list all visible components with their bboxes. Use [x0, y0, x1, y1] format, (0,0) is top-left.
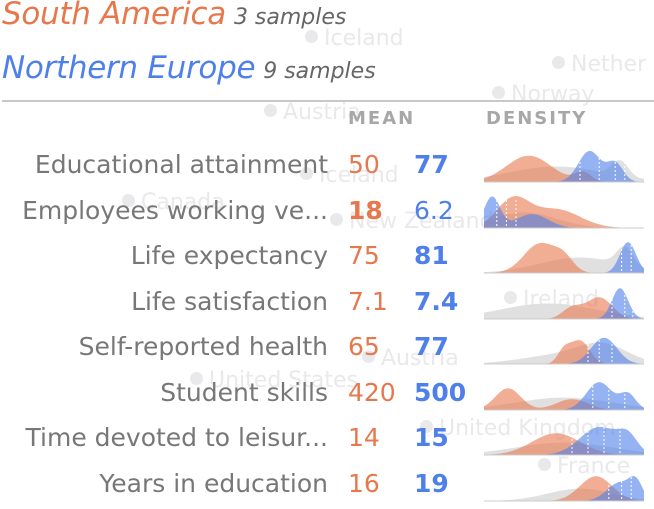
- map-label-netherlands: Nether: [552, 52, 646, 77]
- table-row[interactable]: Years in education 16 19: [0, 467, 654, 509]
- south-america-density: [484, 296, 644, 319]
- map-label-austria-2: Austria: [362, 346, 459, 371]
- metric-label: Life expectancy: [130, 241, 328, 270]
- legend-count: 3 samples: [233, 5, 347, 30]
- metric-label: Educational attainment: [34, 150, 328, 179]
- legend-count: 9 samples: [263, 59, 376, 84]
- south-america-mean: 14: [348, 423, 380, 452]
- south-america-density: [484, 340, 644, 364]
- map-label-iceland: Iceland: [305, 26, 404, 51]
- northern-europe-mean: 77: [414, 150, 449, 179]
- metric-label: Employees working ve...: [22, 195, 328, 225]
- density-sparkline: [484, 287, 644, 319]
- table-row[interactable]: Self-reported health 65 77: [0, 330, 654, 372]
- northern-europe-density: [484, 475, 644, 501]
- table-row[interactable]: Employees working ve... 18 6.2: [0, 194, 654, 236]
- northern-europe-mean: 81: [414, 241, 449, 270]
- table-row[interactable]: Life satisfaction 7.1 7.4: [0, 285, 654, 327]
- south-america-density: [484, 242, 644, 273]
- south-america-mean: 420: [348, 377, 396, 407]
- legend-northern-europe[interactable]: Northern Europe 9 samples: [2, 50, 376, 86]
- legend-name: Northern Europe: [2, 50, 256, 86]
- metric-label: Time devoted to leisur...: [25, 423, 328, 452]
- northern-europe-density: [484, 242, 644, 273]
- metric-label: Student skills: [160, 377, 328, 407]
- map-label-new-zealand: New Zealand: [330, 209, 494, 234]
- northern-europe-density: [484, 381, 644, 410]
- density-sparkline: [484, 426, 644, 456]
- table-row[interactable]: Educational attainment 50 77: [0, 148, 654, 190]
- map-label-iceland-2: Iceland: [300, 163, 399, 188]
- northern-europe-density: [484, 150, 644, 182]
- south-america-mean: 75: [348, 241, 380, 270]
- table-row[interactable]: Life expectancy 75 81: [0, 239, 654, 281]
- header-divider: [2, 100, 654, 102]
- map-label-united-states: United States: [190, 368, 358, 393]
- map-label-norway: Norway: [492, 82, 594, 107]
- density-sparkline: [484, 242, 644, 274]
- south-america-density: [484, 155, 644, 182]
- density-sparkline: [484, 195, 644, 228]
- density-sparkline: [484, 472, 644, 501]
- density-sparkline: [484, 381, 644, 410]
- column-header-mean[interactable]: MEAN: [348, 108, 416, 129]
- northern-europe-mean: 6.2: [414, 195, 454, 225]
- south-america-mean: 7.1: [348, 286, 388, 316]
- south-america-density: [484, 387, 644, 410]
- northern-europe-density: [484, 337, 644, 364]
- south-america-mean: 50: [348, 150, 380, 179]
- map-label-austria: Austria: [264, 100, 361, 125]
- map-label-france: France: [538, 454, 630, 479]
- metric-label: Life satisfaction: [131, 286, 328, 316]
- northern-europe-mean: 15: [414, 423, 449, 452]
- density-sparkline: [484, 336, 644, 365]
- density-sparkline: [484, 150, 644, 183]
- south-america-mean: 16: [348, 468, 380, 498]
- northern-europe-density: [484, 195, 644, 228]
- south-america-density: [484, 433, 644, 455]
- northern-europe-mean: 7.4: [414, 286, 459, 316]
- metric-label: Years in education: [99, 468, 328, 498]
- northern-europe-mean: 77: [414, 332, 449, 361]
- legend-south-america[interactable]: South America 3 samples: [2, 0, 346, 32]
- table-row[interactable]: Student skills 420 500: [0, 376, 654, 418]
- metric-label: Self-reported health: [78, 332, 328, 361]
- map-label-canada: Canada: [122, 190, 225, 215]
- column-header-density[interactable]: DENSITY: [486, 108, 588, 129]
- table-row[interactable]: Time devoted to leisur... 14 15: [0, 421, 654, 463]
- south-america-mean: 65: [348, 332, 380, 361]
- south-america-mean: 18: [348, 195, 383, 225]
- legend-name: South America: [2, 0, 226, 32]
- northern-europe-mean: 19: [414, 468, 449, 498]
- northern-europe-mean: 500: [414, 377, 467, 407]
